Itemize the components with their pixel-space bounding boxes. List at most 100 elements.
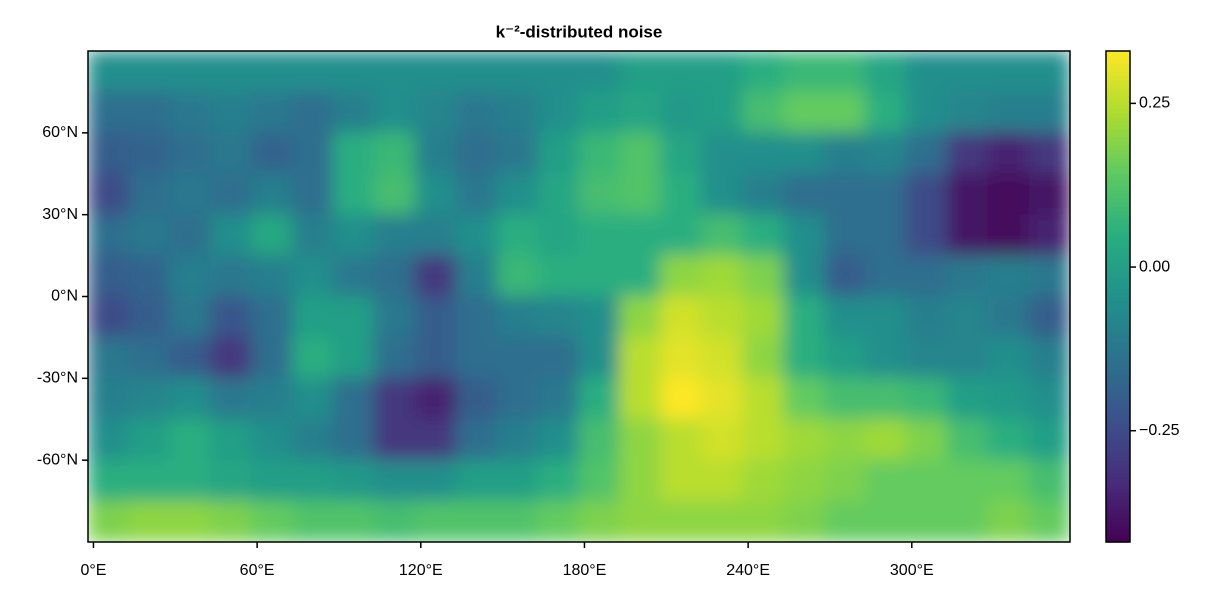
heatmap-cell	[742, 173, 785, 216]
heatmap-cell	[292, 132, 334, 175]
heatmap-cell	[864, 377, 907, 420]
colorbar-swatch	[1106, 173, 1130, 179]
heatmap-cell	[496, 173, 539, 216]
colorbar-swatch	[1106, 210, 1130, 216]
heatmap-cell	[783, 500, 825, 542]
colorbar-swatch	[1106, 427, 1130, 433]
colorbar-swatch	[1106, 521, 1130, 527]
colorbar-swatch	[1106, 296, 1130, 302]
heatmap-cell	[660, 132, 703, 175]
colorbar-swatch	[1106, 361, 1130, 367]
colorbar-swatch	[1106, 304, 1130, 310]
colorbar-swatch	[1106, 402, 1130, 408]
colorbar-swatch	[1106, 255, 1130, 261]
heatmap-cell	[373, 459, 416, 502]
heatmap-cell	[946, 418, 989, 461]
heatmap-cell	[414, 255, 457, 297]
colorbar-swatch	[1106, 202, 1130, 208]
heatmap-cell	[824, 214, 866, 257]
heatmap-cell	[1028, 214, 1070, 257]
colorbar-swatch	[1106, 181, 1130, 187]
heatmap-cell	[128, 132, 171, 175]
heatmap-cell	[414, 418, 457, 461]
colorbar-swatch	[1106, 194, 1130, 199]
heatmap-cell	[128, 459, 171, 502]
colorbar-tick-label: 0.00	[1139, 258, 1170, 275]
heatmap-cell	[905, 91, 948, 134]
heatmap-cell	[496, 132, 539, 175]
colorbar-swatch	[1106, 51, 1130, 56]
heatmap-cell	[128, 296, 171, 338]
colorbar-swatch	[1106, 480, 1130, 486]
heatmap-cell	[619, 173, 662, 216]
colorbar-swatch	[1106, 157, 1130, 163]
colorbar-swatch	[1106, 186, 1130, 191]
colorbar-swatch	[1106, 435, 1130, 441]
heatmap-cell	[783, 173, 825, 216]
colorbar-swatch	[1106, 484, 1130, 490]
colorbar-swatch	[1106, 59, 1130, 64]
heatmap-cell	[824, 377, 866, 420]
colorbar-swatch	[1106, 370, 1130, 375]
heatmap-cell	[987, 173, 1030, 216]
heatmap-cell	[496, 418, 539, 461]
heatmap-cell	[88, 336, 130, 379]
heatmap-cell	[373, 255, 416, 297]
heatmap-cell	[537, 500, 580, 542]
colorbar-swatch	[1106, 431, 1130, 437]
heatmap-cell	[251, 91, 294, 134]
colorbar-swatch	[1106, 411, 1130, 416]
heatmap-cell	[783, 255, 825, 297]
colorbar-swatch	[1106, 300, 1130, 306]
heatmap-cell	[251, 132, 294, 175]
heatmap-cell	[987, 51, 1030, 93]
heatmap-cell	[701, 336, 744, 379]
colorbar-swatch	[1106, 247, 1130, 253]
heatmap-cell	[578, 336, 621, 379]
heatmap-cell	[864, 418, 907, 461]
colorbar-swatch	[1106, 337, 1130, 343]
heatmap-cell	[333, 336, 375, 379]
heatmap-cell	[333, 377, 375, 420]
colorbar-swatch	[1106, 271, 1130, 277]
heatmap-cell	[824, 459, 866, 502]
heatmap-cell	[210, 296, 253, 338]
colorbar-swatch	[1106, 451, 1130, 457]
heatmap-cell	[660, 418, 703, 461]
heatmap-cell	[333, 418, 375, 461]
heatmap-cell	[128, 51, 171, 93]
colorbar-swatch	[1106, 96, 1130, 101]
heatmap-cell	[169, 255, 212, 297]
heatmap-cell	[496, 91, 539, 134]
colorbar-swatch	[1106, 529, 1130, 535]
heatmap-cell	[619, 214, 662, 257]
heatmap-cell	[373, 296, 416, 338]
heatmap-cell	[537, 51, 580, 93]
heatmap-cell	[333, 51, 375, 93]
heatmap-cell	[169, 173, 212, 216]
heatmap-cell	[578, 132, 621, 175]
colorbar-swatch	[1106, 132, 1130, 138]
colorbar-swatch	[1106, 231, 1130, 236]
heatmap-cell	[824, 296, 866, 338]
heatmap-cell	[619, 132, 662, 175]
heatmap-cell	[455, 132, 498, 175]
heatmap-cell	[864, 91, 907, 134]
colorbar-swatch	[1106, 533, 1130, 539]
heatmap-cell	[210, 214, 253, 257]
heatmap-cell	[701, 500, 744, 542]
heatmap-cell	[128, 173, 171, 216]
heatmap-cell	[128, 214, 171, 257]
heatmap-cell	[619, 336, 662, 379]
heatmap-cell	[455, 173, 498, 216]
heatmap-cell	[701, 214, 744, 257]
heatmap-cell	[496, 296, 539, 338]
heatmap-cell	[88, 500, 130, 542]
heatmap-cell	[864, 296, 907, 338]
heatmap-cell	[373, 336, 416, 379]
colorbar-swatch	[1106, 276, 1130, 281]
heatmap-cell	[455, 418, 498, 461]
heatmap-cell	[701, 91, 744, 134]
heatmap-cell	[864, 51, 907, 93]
heatmap-cell	[128, 418, 171, 461]
